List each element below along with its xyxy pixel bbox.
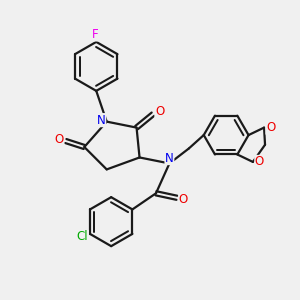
Text: O: O: [266, 121, 275, 134]
Text: O: O: [155, 105, 164, 118]
Text: O: O: [179, 193, 188, 206]
Text: Cl: Cl: [77, 230, 88, 243]
Text: N: N: [97, 114, 106, 127]
Text: O: O: [255, 155, 264, 168]
Text: F: F: [92, 28, 98, 41]
Text: O: O: [55, 133, 64, 146]
Text: N: N: [165, 152, 174, 165]
